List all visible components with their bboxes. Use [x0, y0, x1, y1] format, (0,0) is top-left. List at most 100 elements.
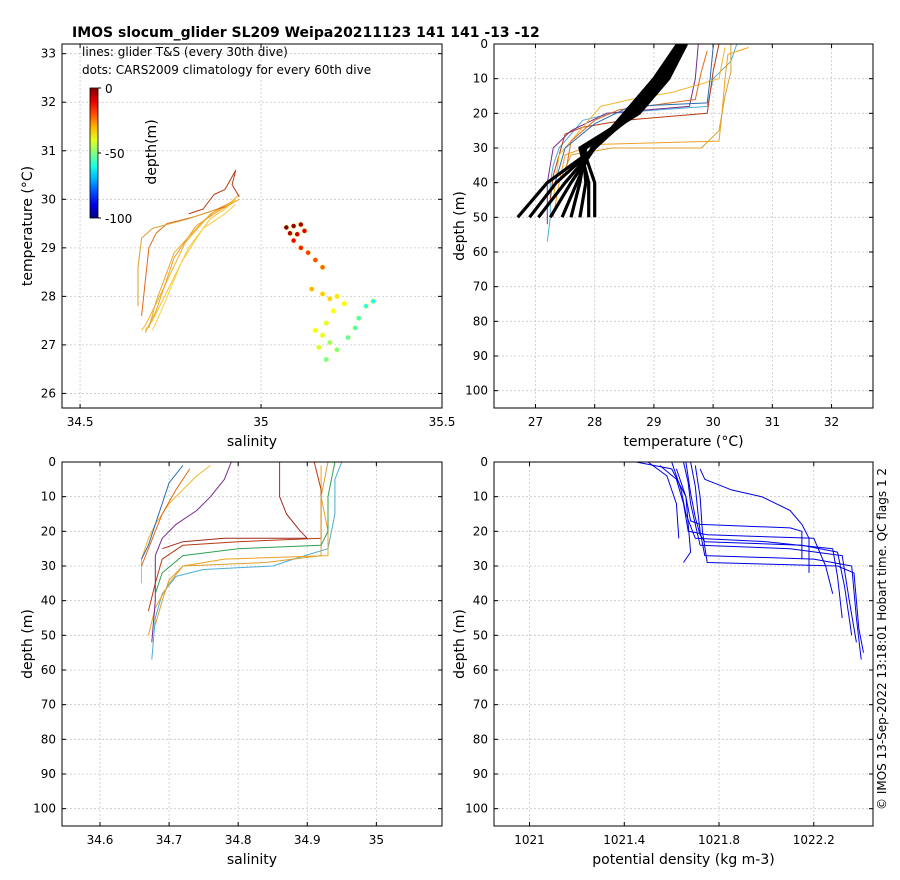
x-tick-label: 34.7: [156, 833, 183, 847]
y-tick-label: 100: [465, 384, 488, 398]
climatology-dot: [352, 324, 359, 331]
series-line: [188, 169, 240, 215]
series-line: [141, 468, 191, 567]
colorbar-bar: [89, 87, 99, 219]
series-line: [141, 194, 240, 331]
x-tick-label: 34.9: [294, 833, 321, 847]
x-tick-label: 35: [253, 415, 268, 429]
panel-temp: 27 28 29 30 31 32 0 10 20 30 40 50 60 70 80 90 100 temper…: [452, 37, 874, 450]
y-tick-label: 60: [41, 663, 56, 677]
y-tick-label: 50: [41, 628, 56, 642]
y-tick-label: 60: [473, 245, 488, 259]
series-line: [137, 208, 218, 307]
x-tick-label: 35: [369, 833, 384, 847]
y-tick-label: 90: [473, 349, 488, 363]
y-axis-label: temperature (°C): [20, 166, 36, 286]
climatology-dot: [297, 244, 304, 251]
series-line: [558, 44, 732, 183]
colorbar: 0 -50 -100 depth(m): [89, 82, 160, 226]
y-tick-label: 29: [41, 241, 56, 255]
series-line: [152, 203, 237, 331]
climatology-dot: [312, 257, 319, 263]
y-tick-label: 30: [41, 559, 56, 573]
x-axis-label: temperature (°C): [623, 434, 743, 450]
climatology-dot: [319, 332, 326, 339]
climatology-dot: [290, 237, 297, 244]
y-tick-label: 80: [41, 732, 56, 746]
panel-dens: 1021 1021.4 1021.8 1022.2 0 10 20 30 40 50 60 70 80 9…: [452, 455, 874, 868]
climatology-line: [581, 44, 682, 218]
y-tick-label: 32: [41, 95, 56, 109]
climatology-dot: [355, 315, 362, 322]
series-line: [144, 198, 237, 331]
series-line: [154, 462, 329, 626]
y-axis-label: depth (m): [20, 609, 36, 679]
series-line: [647, 462, 680, 539]
legend-note: lines: glider T&S (every 30th dive): [82, 45, 288, 59]
climatology-dot: [316, 344, 322, 351]
y-tick-label: 50: [473, 628, 488, 642]
y-axis-label: depth (m): [452, 191, 468, 261]
y-tick-label: 100: [465, 802, 488, 816]
y-tick-label: 0: [48, 455, 56, 469]
climatology-dot: [326, 295, 333, 302]
series-line: [144, 198, 240, 334]
climatology-dot: [341, 300, 348, 307]
y-tick-label: 28: [41, 289, 56, 303]
series-line: [162, 462, 308, 550]
colorbar-tick-label: -100: [105, 212, 132, 226]
y-tick-label: 31: [41, 144, 56, 158]
axes-frame: [493, 461, 874, 827]
climatology-dot: [370, 298, 377, 305]
y-tick-label: 20: [473, 106, 488, 120]
climatology-dot: [312, 327, 319, 334]
axes-frame: [61, 43, 443, 409]
series-line: [552, 47, 726, 201]
climatology-dot: [319, 264, 326, 271]
y-tick-label: 40: [473, 176, 488, 190]
y-tick-label: 70: [41, 698, 56, 712]
y-tick-label: 27: [41, 338, 56, 352]
climatology-dot: [344, 334, 351, 341]
y-tick-label: 10: [473, 72, 488, 86]
y-tick-label: 80: [473, 314, 488, 328]
colorbar-label: depth(m): [144, 119, 160, 184]
x-tick-label: 1021: [514, 833, 545, 847]
climatology-dot: [308, 286, 315, 293]
data-layer: [137, 169, 377, 363]
series-line: [147, 465, 329, 636]
plot-area: [494, 462, 873, 826]
x-tick-label: 34.8: [225, 833, 252, 847]
data-layer: [636, 462, 864, 660]
climatology-dot: [290, 223, 297, 229]
figure-title: IMOS slocum_glider SL209 Weipa20211123 1…: [72, 25, 540, 41]
y-tick-label: 90: [473, 767, 488, 781]
panel-ts: 34.5 35 35.5 26 27 28 29 30 31 32 33 salinity temper…: [20, 43, 455, 450]
y-tick-label: 80: [473, 732, 488, 746]
climatology-dot: [326, 339, 333, 346]
x-axis-label: potential density (kg m-3): [592, 852, 774, 868]
y-tick-label: 33: [41, 47, 56, 61]
y-tick-label: 20: [473, 524, 488, 538]
y-tick-label: 10: [473, 490, 488, 504]
x-tick-label: 32: [824, 415, 839, 429]
climatology-dot: [334, 346, 340, 353]
series-line: [694, 465, 864, 653]
y-tick-label: 30: [473, 559, 488, 573]
series-line: [683, 462, 857, 643]
climatology-dot: [363, 303, 369, 310]
climatology-dot: [330, 307, 337, 314]
series-line: [154, 462, 336, 594]
y-tick-label: 20: [41, 524, 56, 538]
climatology-dot: [301, 227, 308, 234]
y-tick-label: 40: [473, 594, 488, 608]
series-line: [671, 462, 843, 619]
x-axis-label: salinity: [227, 852, 277, 868]
series-line: [141, 465, 184, 560]
credit-text: © IMOS 13-Sep-2022 13:18:01 Hobart time.…: [875, 468, 889, 810]
y-tick-label: 100: [33, 802, 56, 816]
series-line: [690, 462, 862, 660]
x-tick-label: 29: [646, 415, 661, 429]
climatology-dot: [323, 356, 330, 363]
climatology-dot: [305, 249, 312, 256]
